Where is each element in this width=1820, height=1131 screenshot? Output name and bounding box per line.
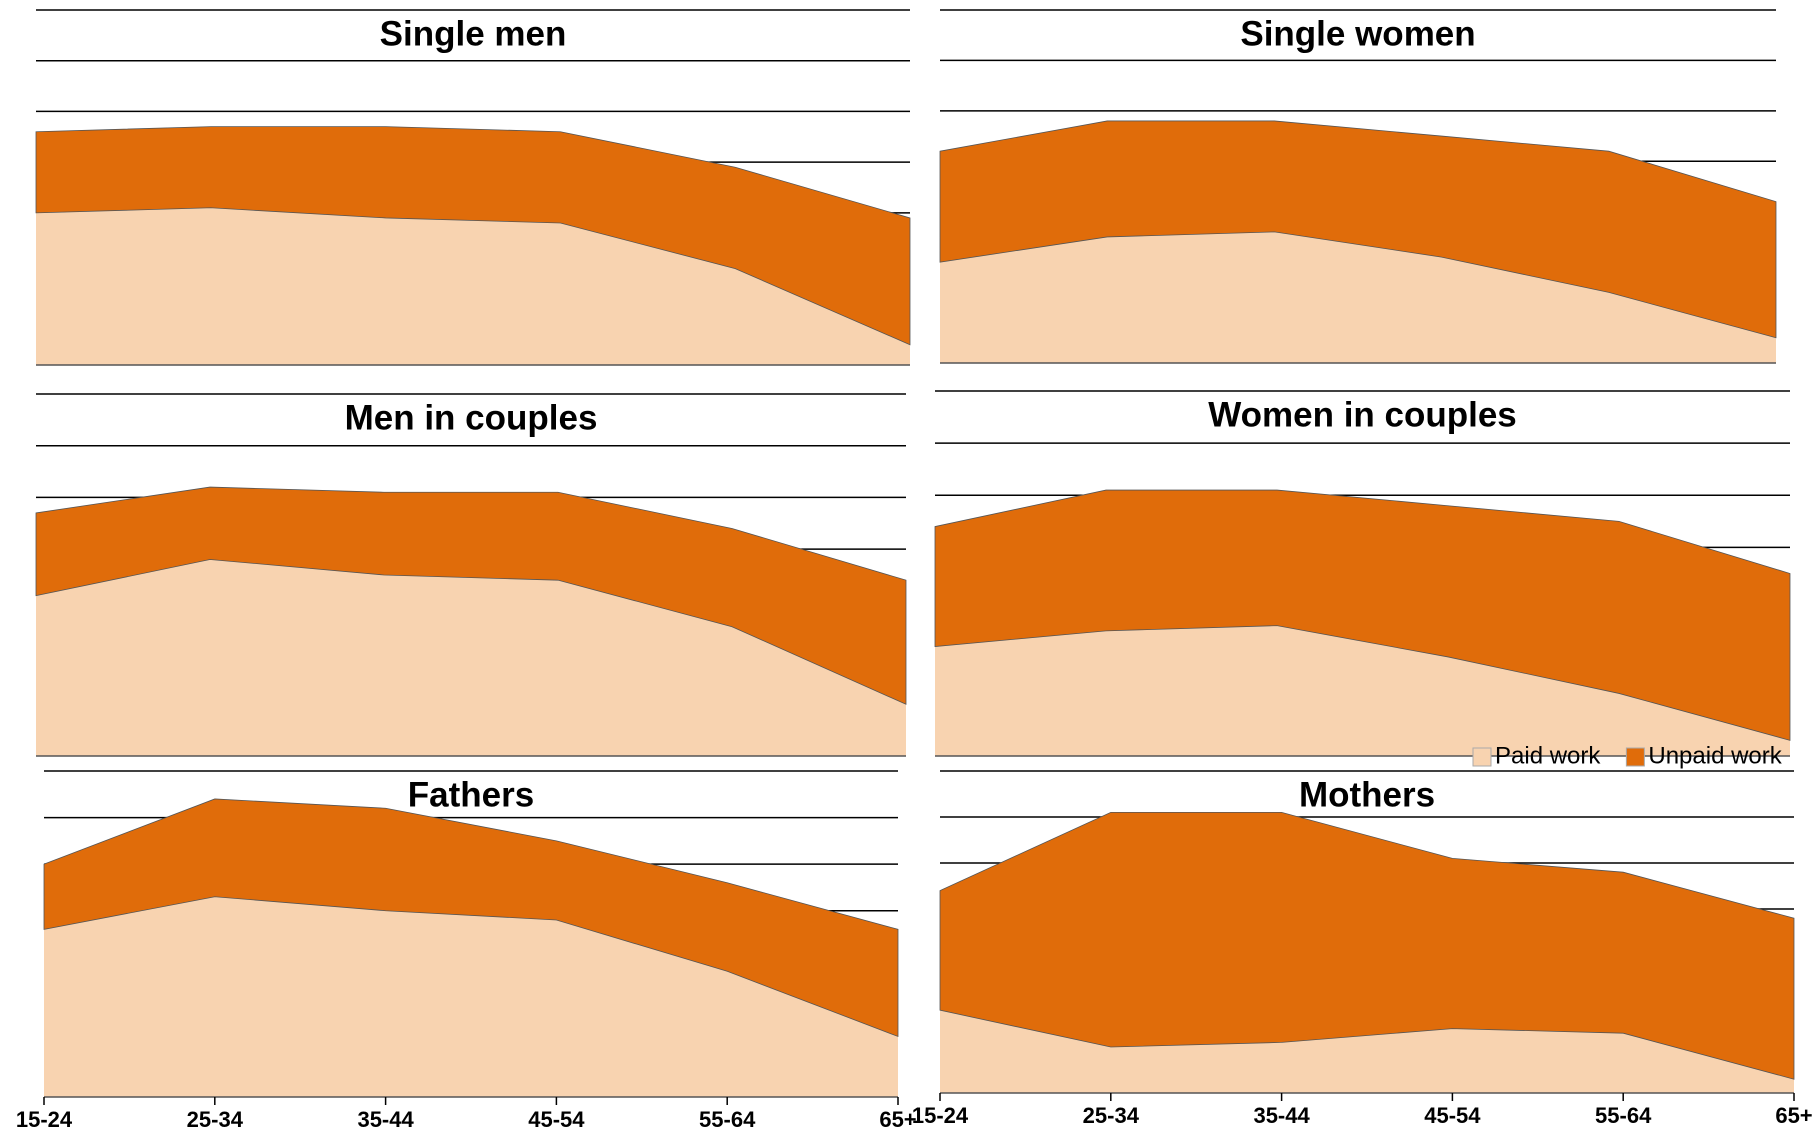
x-tick-label: 65+	[879, 1107, 916, 1131]
area	[939, 812, 1795, 1080]
legend-label: Paid work	[1495, 742, 1601, 769]
legend-swatch	[1625, 747, 1645, 767]
area	[35, 486, 907, 705]
panel-title: Women in couples	[1208, 395, 1517, 434]
x-tick-label: 25-34	[187, 1107, 244, 1131]
panel-title: Men in couples	[345, 398, 598, 437]
x-tick-label: 35-44	[357, 1107, 414, 1131]
legend-swatch	[1472, 747, 1492, 767]
x-tick-label: 35-44	[1253, 1103, 1310, 1128]
panel-title: Mothers	[1299, 775, 1435, 814]
area	[935, 625, 1790, 756]
x-tick-label: 45-54	[528, 1107, 585, 1131]
area	[940, 231, 1776, 363]
panel-title: Single women	[1240, 14, 1475, 53]
area	[934, 489, 1791, 741]
area	[44, 896, 898, 1097]
x-tick-label: 25-34	[1083, 1103, 1140, 1128]
x-tick-label: 45-54	[1424, 1103, 1481, 1128]
area	[36, 207, 910, 365]
x-tick-label: 15-24	[16, 1107, 73, 1131]
area	[43, 798, 899, 1038]
area	[36, 559, 906, 756]
area	[939, 120, 1777, 339]
x-tick-label: 65+	[1775, 1103, 1812, 1128]
legend-label: Unpaid work	[1648, 742, 1782, 769]
panel-title: Single men	[380, 14, 567, 53]
x-tick-label: 55-64	[699, 1107, 756, 1131]
area	[35, 126, 911, 346]
x-tick-label: 55-64	[1595, 1103, 1652, 1128]
panel-title: Fathers	[408, 775, 534, 814]
x-tick-label: 15-24	[912, 1103, 969, 1128]
area	[940, 1010, 1794, 1093]
